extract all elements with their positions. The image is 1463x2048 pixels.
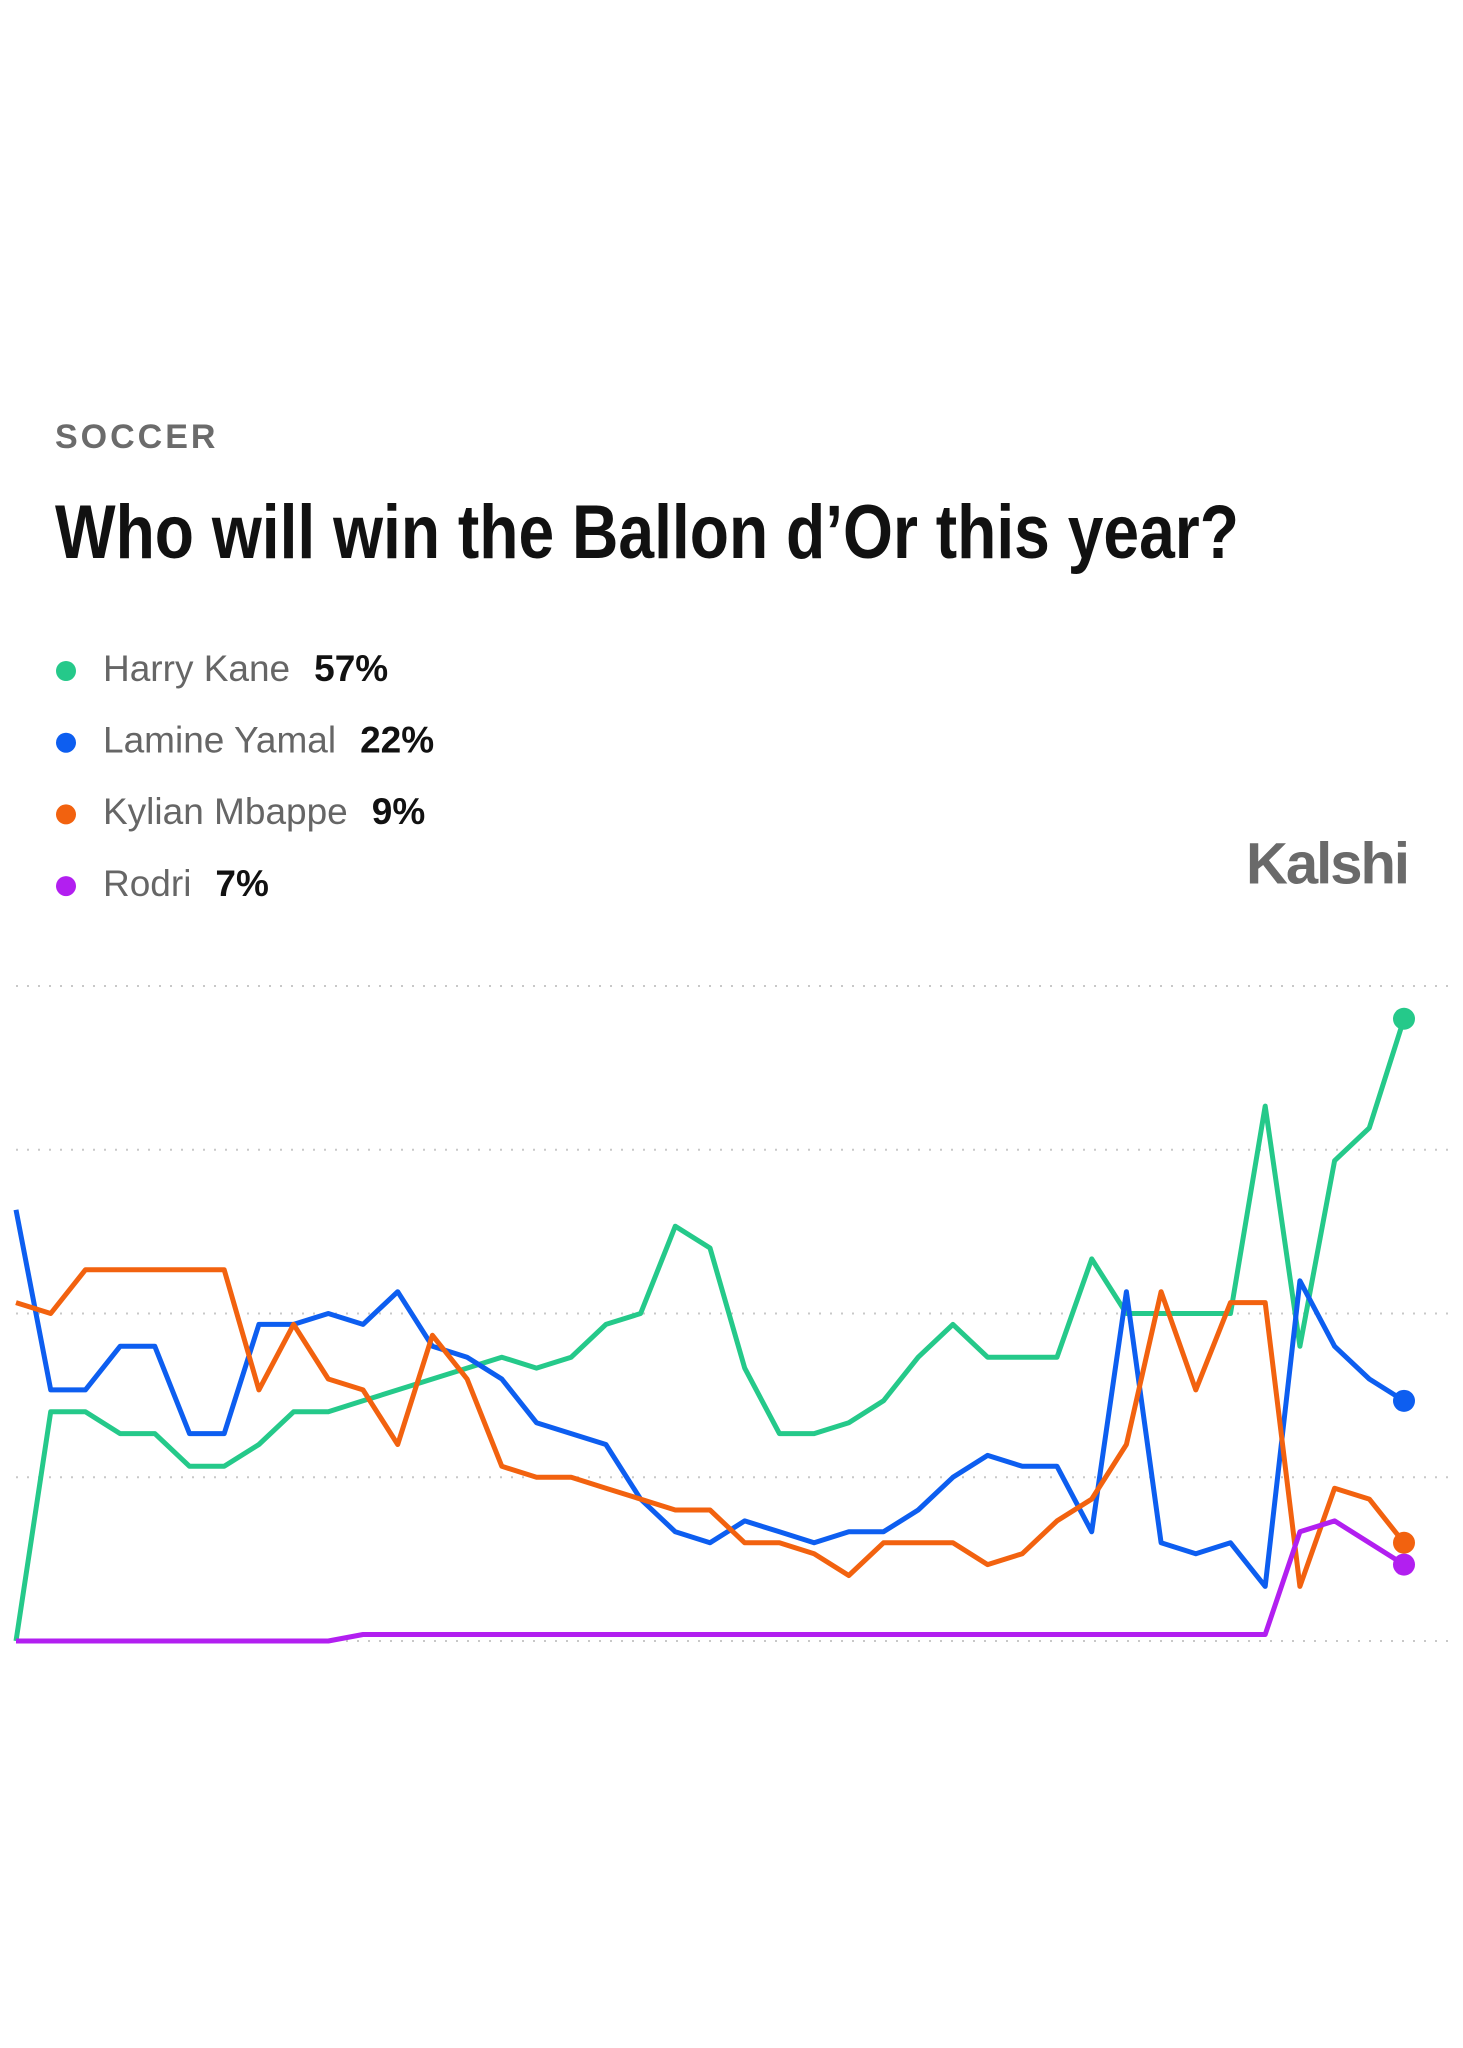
- legend-value: 7%: [215, 863, 268, 904]
- legend-value: 22%: [360, 719, 434, 760]
- legend-name: Rodri: [103, 863, 191, 904]
- legend-value: 9%: [372, 791, 425, 832]
- chart-title: Who will win the Ballon d’Or this year?: [55, 490, 1239, 575]
- series-line: [13, 1209, 1406, 1589]
- category-label: SOCCER: [55, 418, 218, 456]
- legend-dot: [56, 732, 76, 753]
- end-dot: [1393, 1007, 1415, 1030]
- legend-dot: [56, 661, 76, 681]
- brand-logo: Kalshi: [1246, 831, 1408, 896]
- legend-name: Harry Kane: [103, 648, 290, 689]
- legend-value: 57%: [314, 648, 388, 689]
- end-dot: [1393, 1389, 1415, 1412]
- legend-dot: [56, 804, 76, 825]
- legend-name: Kylian Mbappe: [103, 791, 348, 832]
- legend-name: Lamine Yamal: [103, 719, 336, 760]
- legend-dot: [56, 876, 76, 897]
- end-dot: [1393, 1553, 1415, 1576]
- series-line: [16, 1518, 1406, 1644]
- series-line: [13, 1018, 1407, 1642]
- series-line: [15, 1267, 1406, 1589]
- end-dot: [1393, 1531, 1415, 1554]
